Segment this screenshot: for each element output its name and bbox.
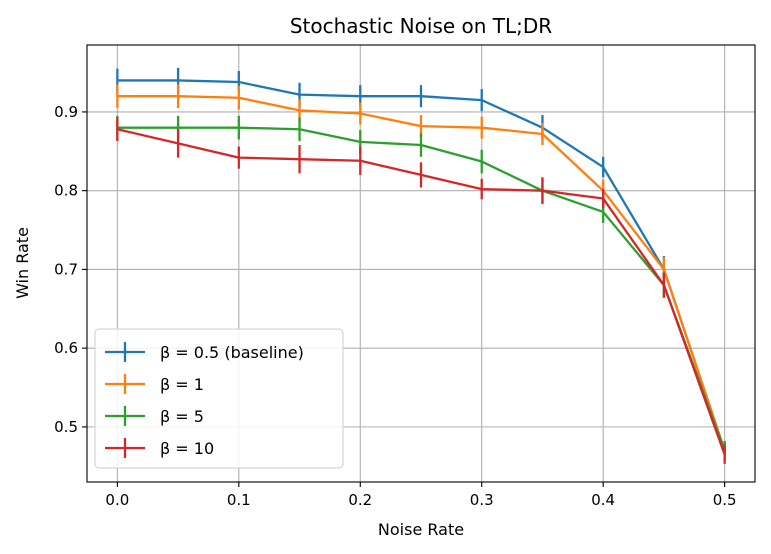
- x-tick-label: 0.5: [713, 491, 737, 509]
- chart-title: Stochastic Noise on TL;DR: [290, 14, 552, 38]
- legend-item: β = 10: [105, 438, 214, 458]
- legend: β = 0.5 (baseline) β = 1 β = 5 β = 10: [94, 328, 344, 469]
- y-tick-label: 0.7: [54, 260, 78, 278]
- legend-item: β = 0.5 (baseline): [105, 342, 304, 362]
- legend-item: β = 1: [105, 374, 204, 394]
- axes: [86, 44, 756, 483]
- legend-box: [94, 328, 344, 469]
- y-axis-label: Win Rate: [13, 227, 32, 299]
- y-tick-label: 0.6: [54, 339, 78, 357]
- y-tick-label: 0.9: [54, 103, 78, 121]
- x-tick-label: 0.0: [105, 491, 129, 509]
- legend-label: β = 1: [160, 375, 204, 394]
- legend-label: β = 10: [160, 439, 214, 458]
- legend-label: β = 5: [160, 407, 204, 426]
- x-tick-label: 0.2: [348, 491, 372, 509]
- x-tick-label: 0.4: [591, 491, 615, 509]
- y-tick-label: 0.5: [54, 418, 78, 436]
- plot-frame: [86, 44, 756, 483]
- axis-ticks: 0.0 0.1 0.2 0.3 0.4 0.5 0.5 0.6 0.7 0.8 0.9: [54, 103, 736, 509]
- plot-series: [116, 67, 726, 464]
- x-axis-label: Noise Rate: [378, 520, 464, 539]
- legend-item: β = 5: [105, 406, 204, 426]
- x-tick-label: 0.3: [470, 491, 494, 509]
- legend-label: β = 0.5 (baseline): [160, 343, 304, 362]
- x-tick-label: 0.1: [227, 491, 251, 509]
- series-4: [116, 117, 726, 464]
- y-tick-label: 0.8: [54, 182, 78, 200]
